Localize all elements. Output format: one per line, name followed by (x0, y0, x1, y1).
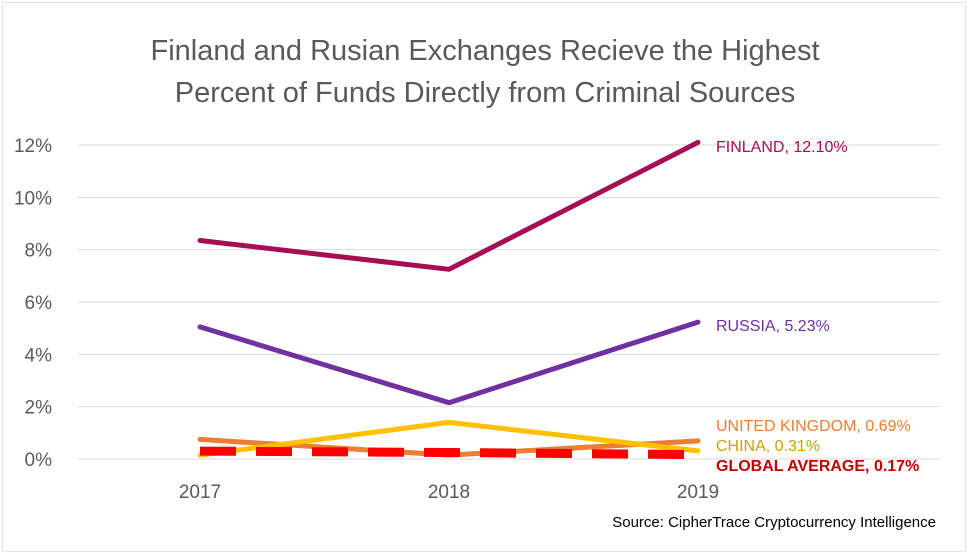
series-line-finland (197, 139, 701, 272)
data-label-china: CHINA, 0.31% (716, 438, 820, 455)
x-tick-label: 2019 (677, 482, 719, 503)
y-tick-label: 2% (25, 398, 53, 419)
x-tick-label: 2018 (428, 482, 470, 503)
y-tick-label: 8% (25, 241, 53, 262)
y-tick-label: 6% (25, 293, 53, 314)
series-line-russia (197, 319, 701, 406)
data-label-finland: FINLAND, 12.10% (716, 139, 848, 156)
y-tick-label: 12% (14, 136, 52, 157)
series-line-global-average (199, 446, 699, 460)
series-line-china (197, 419, 701, 458)
chart-title-line-1: Finland and Rusian Exchanges Recieve the… (150, 35, 820, 67)
chart-title: Finland and Rusian Exchanges Recieve the… (0, 30, 970, 114)
y-tick-label: 0% (25, 450, 53, 471)
data-label-global-average: GLOBAL AVERAGE, 0.17% (716, 458, 919, 475)
source-note: Source: CipherTrace Cryptocurrency Intel… (612, 514, 936, 531)
y-tick-label: 4% (25, 345, 53, 366)
data-label-united-kingdom: UNITED KINGDOM, 0.69% (716, 418, 911, 435)
x-tick-label: 2017 (179, 482, 221, 503)
data-label-russia: RUSSIA, 5.23% (716, 318, 830, 335)
y-tick-label: 10% (14, 188, 52, 209)
chart-title-line-2: Percent of Funds Directly from Criminal … (174, 77, 796, 109)
